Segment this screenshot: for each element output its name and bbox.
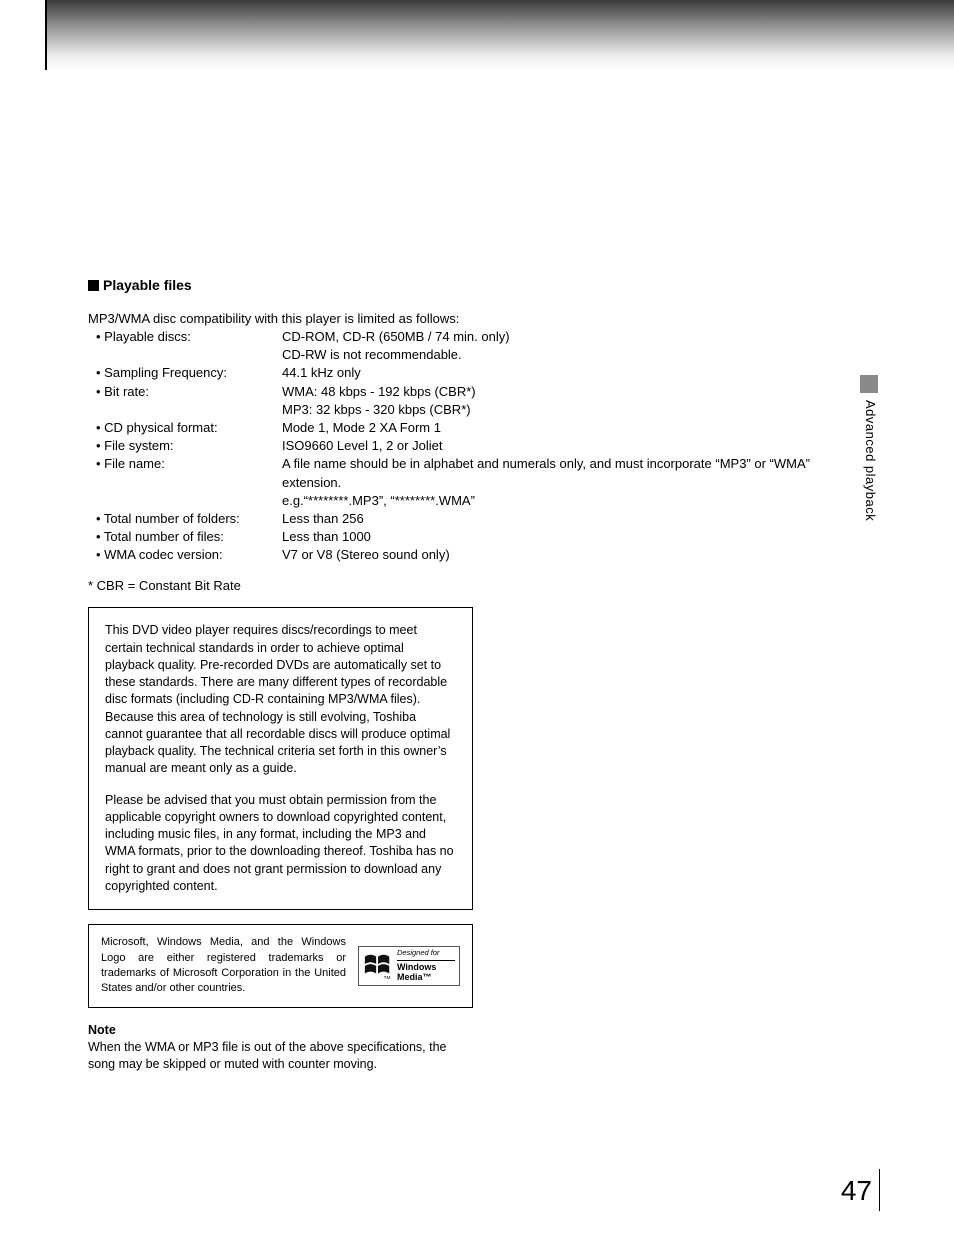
spec-list: • Playable discs:CD-ROM, CD-R (650MB / 7… <box>88 328 858 564</box>
square-bullet-icon <box>88 280 99 291</box>
spec-row: • Sampling Frequency:44.1 kHz only <box>88 364 858 382</box>
spec-label: • Bit rate: <box>88 383 282 401</box>
note-body: When the WMA or MP3 file is out of the a… <box>88 1039 473 1073</box>
page-content: Playable files MP3/WMA disc compatibilit… <box>88 277 858 1072</box>
page-number: 47 <box>841 1175 872 1207</box>
svg-text:TM: TM <box>384 975 391 980</box>
spec-row: • Bit rate:WMA: 48 kbps - 192 kbps (CBR*… <box>88 383 858 401</box>
spec-value: A file name should be in alphabet and nu… <box>282 455 858 491</box>
designed-for-label: Designed for <box>397 949 455 957</box>
section-title-text: Playable files <box>103 277 192 293</box>
spec-row: • CD physical format:Mode 1, Mode 2 XA F… <box>88 419 858 437</box>
spec-label: • Total number of files: <box>88 528 282 546</box>
footnote: * CBR = Constant Bit Rate <box>88 578 858 593</box>
media-label: Media™ <box>397 973 455 983</box>
intro-text: MP3/WMA disc compatibility with this pla… <box>88 311 858 326</box>
spec-value: CD-ROM, CD-R (650MB / 74 min. only) <box>282 328 858 346</box>
spec-label <box>88 401 282 419</box>
info-box-p2: Please be advised that you must obtain p… <box>105 792 456 896</box>
spec-label: • File system: <box>88 437 282 455</box>
spec-value: 44.1 kHz only <box>282 364 858 382</box>
spec-value: MP3: 32 kbps - 320 kbps (CBR*) <box>282 401 858 419</box>
spec-label: • WMA codec version: <box>88 546 282 564</box>
spec-label: • File name: <box>88 455 282 491</box>
spec-value: Less than 1000 <box>282 528 858 546</box>
spec-value: ISO9660 Level 1, 2 or Joliet <box>282 437 858 455</box>
logo-divider <box>397 960 455 961</box>
spec-row: MP3: 32 kbps - 320 kbps (CBR*) <box>88 401 858 419</box>
trademark-box: Microsoft, Windows Media, and the Window… <box>88 924 473 1008</box>
header-left-rule <box>45 0 47 70</box>
spec-value: CD-RW is not recommendable. <box>282 346 858 364</box>
spec-value: WMA: 48 kbps - 192 kbps (CBR*) <box>282 383 858 401</box>
note-block: Note When the WMA or MP3 file is out of … <box>88 1022 473 1073</box>
spec-label: • Sampling Frequency: <box>88 364 282 382</box>
info-box-p1: This DVD video player requires discs/rec… <box>105 622 456 777</box>
side-section-label: Advanced playback <box>860 400 878 521</box>
header-gradient <box>45 0 954 70</box>
spec-label: • Total number of folders: <box>88 510 282 528</box>
trademark-text: Microsoft, Windows Media, and the Window… <box>101 935 346 997</box>
info-box-standards: This DVD video player requires discs/rec… <box>88 607 473 910</box>
spec-row: • File name:A file name should be in alp… <box>88 455 858 491</box>
windows-media-logo: TM Designed for Windows Media™ <box>358 946 460 986</box>
spec-label: • CD physical format: <box>88 419 282 437</box>
spec-row: CD-RW is not recommendable. <box>88 346 858 364</box>
spec-row: • Total number of folders:Less than 256 <box>88 510 858 528</box>
spec-value: Mode 1, Mode 2 XA Form 1 <box>282 419 858 437</box>
spec-row: • Total number of files:Less than 1000 <box>88 528 858 546</box>
page-number-rule <box>879 1169 880 1211</box>
spec-value: Less than 256 <box>282 510 858 528</box>
spec-row: • File system:ISO9660 Level 1, 2 or Joli… <box>88 437 858 455</box>
spec-value: V7 or V8 (Stereo sound only) <box>282 546 858 564</box>
spec-row: • WMA codec version:V7 or V8 (Stereo sou… <box>88 546 858 564</box>
windows-media-text: Designed for Windows Media™ <box>397 949 459 982</box>
spec-row: • Playable discs:CD-ROM, CD-R (650MB / 7… <box>88 328 858 346</box>
side-tab <box>860 375 878 393</box>
spec-label: • Playable discs: <box>88 328 282 346</box>
spec-label <box>88 492 282 510</box>
spec-value: e.g.“********.MP3”, “********.WMA” <box>282 492 858 510</box>
note-heading: Note <box>88 1022 473 1039</box>
spec-row: e.g.“********.MP3”, “********.WMA” <box>88 492 858 510</box>
windows-flag-icon: TM <box>363 951 393 981</box>
spec-label <box>88 346 282 364</box>
section-title: Playable files <box>88 277 858 293</box>
